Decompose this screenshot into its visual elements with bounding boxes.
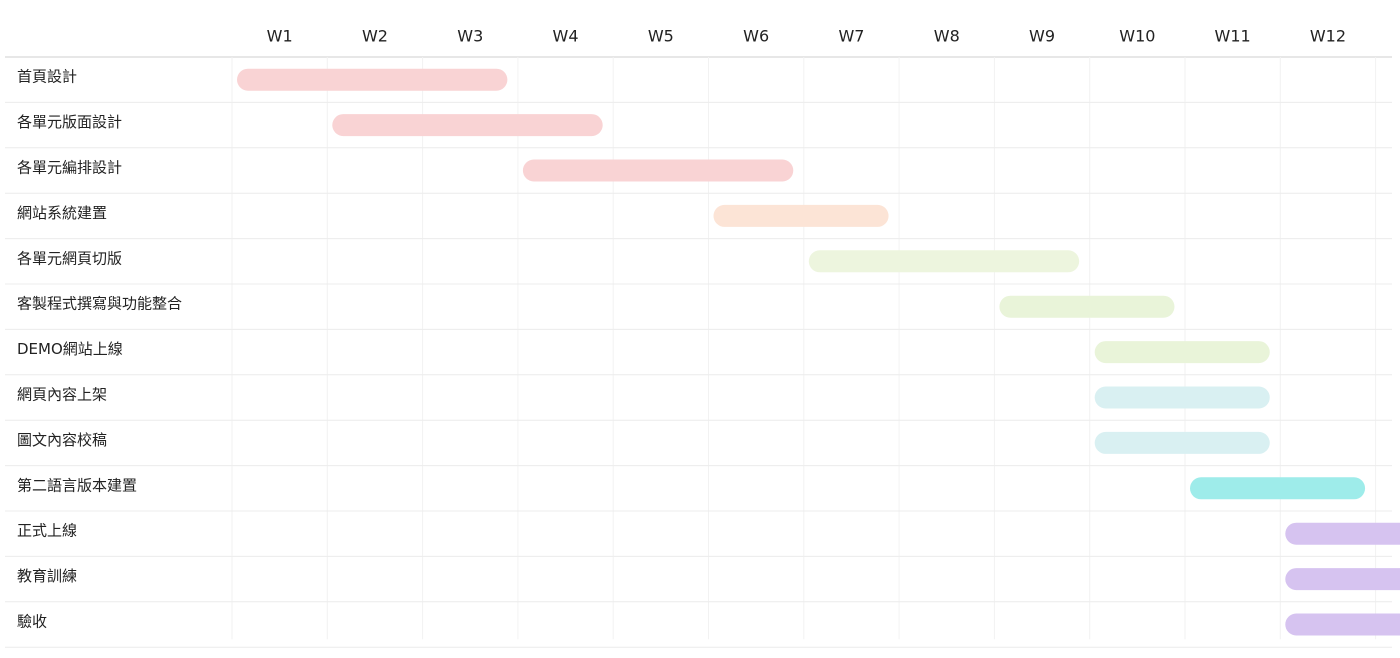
task-bar (1285, 522, 1400, 545)
week-label: W12 (1310, 27, 1346, 46)
task-label: 圖文內容校稿 (17, 431, 107, 449)
task-bar (1190, 477, 1366, 500)
task-label: 各單元編排設計 (17, 159, 122, 177)
week-label: W7 (838, 27, 864, 46)
week-label: W1 (267, 27, 293, 46)
task-bar (713, 204, 889, 227)
task-bar (1285, 613, 1400, 636)
task-label: 網頁內容上架 (17, 386, 107, 404)
week-label: W4 (553, 27, 579, 46)
task-bar (1094, 431, 1270, 454)
task-bar (1094, 386, 1270, 409)
task-label: 網站系統建置 (17, 204, 107, 222)
task-label: 各單元版面設計 (17, 113, 122, 131)
task-label: 客製程式撰寫與功能整合 (17, 295, 182, 313)
week-label: W10 (1119, 27, 1155, 46)
task-label: 正式上線 (17, 522, 77, 540)
task-bar (522, 159, 794, 182)
week-label: W11 (1215, 27, 1251, 46)
week-label: W3 (457, 27, 483, 46)
task-bar (999, 295, 1175, 318)
task-bar (1285, 568, 1400, 591)
task-label: 各單元網頁切版 (17, 249, 122, 267)
task-bar (1094, 341, 1270, 364)
task-bar (808, 250, 1080, 273)
week-label: W9 (1029, 27, 1055, 46)
task-label: 首頁設計 (17, 68, 77, 86)
task-label: 驗收 (17, 613, 47, 631)
week-label: W6 (743, 27, 769, 46)
week-header: W1 W2 W3 W4 W5 W6 W7 W8 W9 W10 W11 W12 (267, 27, 1346, 46)
week-label: W8 (934, 27, 960, 46)
week-label: W5 (648, 27, 674, 46)
task-bar (332, 114, 603, 137)
task-label: 第二語言版本建置 (17, 476, 137, 494)
task-label: DEMO網站上線 (17, 340, 123, 358)
task-bars (237, 68, 1400, 636)
task-labels: 首頁設計各單元版面設計各單元編排設計網站系統建置各單元網頁切版客製程式撰寫與功能… (17, 68, 182, 631)
task-bar (237, 68, 508, 91)
task-label: 教育訓練 (17, 567, 77, 585)
week-label: W2 (362, 27, 388, 46)
